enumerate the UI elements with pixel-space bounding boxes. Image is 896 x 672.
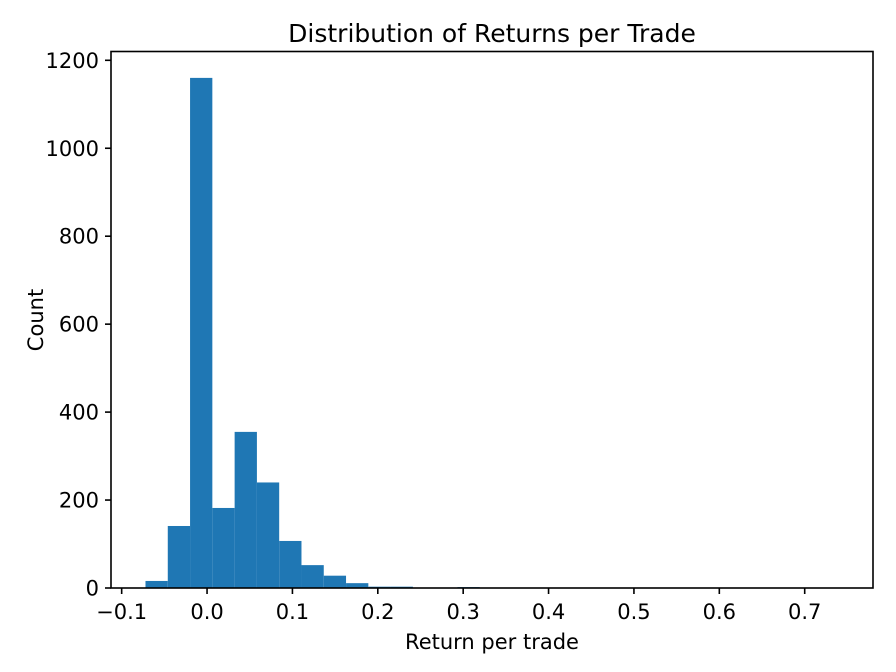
y-tick-label: 0: [86, 577, 99, 601]
histogram-bar: [346, 583, 369, 588]
plot-frame: [110, 50, 874, 589]
y-tick-label: 1200: [46, 49, 99, 73]
histogram-bar: [167, 525, 191, 588]
histogram-bar: [145, 580, 168, 588]
x-tick-label: 0.6: [703, 600, 736, 624]
x-tick-label: 0.2: [361, 600, 394, 624]
x-tick-label: 0.0: [190, 600, 223, 624]
histogram-bar: [212, 507, 235, 588]
chart-title: Distribution of Returns per Trade: [288, 19, 696, 48]
histogram-bar: [234, 431, 257, 588]
x-tick-label: 0.5: [617, 600, 650, 624]
x-tick-label: 0.1: [276, 600, 309, 624]
histogram-bar: [301, 565, 324, 588]
y-tick-label: 600: [59, 313, 99, 337]
histogram-bar: [190, 77, 213, 588]
histogram-bar: [256, 482, 280, 588]
y-axis-label: Count: [24, 289, 48, 351]
x-tick-label: 0.3: [446, 600, 479, 624]
bars-layer: [145, 77, 480, 588]
x-tick-label: −0.1: [96, 600, 147, 624]
x-tick-label: 0.4: [532, 600, 565, 624]
x-axis-label: Return per trade: [405, 630, 579, 654]
histogram-bar: [323, 575, 347, 588]
histogram-bar: [279, 540, 302, 588]
x-tick-label: 0.7: [788, 600, 821, 624]
tick-labels-layer: −0.1 0.0 0.1 0.2 0.3 0.4 0.5 0.6 0.7 0 200 400 600 80…: [46, 49, 822, 624]
y-tick-label: 800: [59, 225, 99, 249]
y-tick-label: 200: [59, 489, 99, 513]
axes-layer: [105, 50, 874, 594]
y-tick-label: 400: [59, 401, 99, 425]
y-tick-label: 1000: [46, 137, 99, 161]
